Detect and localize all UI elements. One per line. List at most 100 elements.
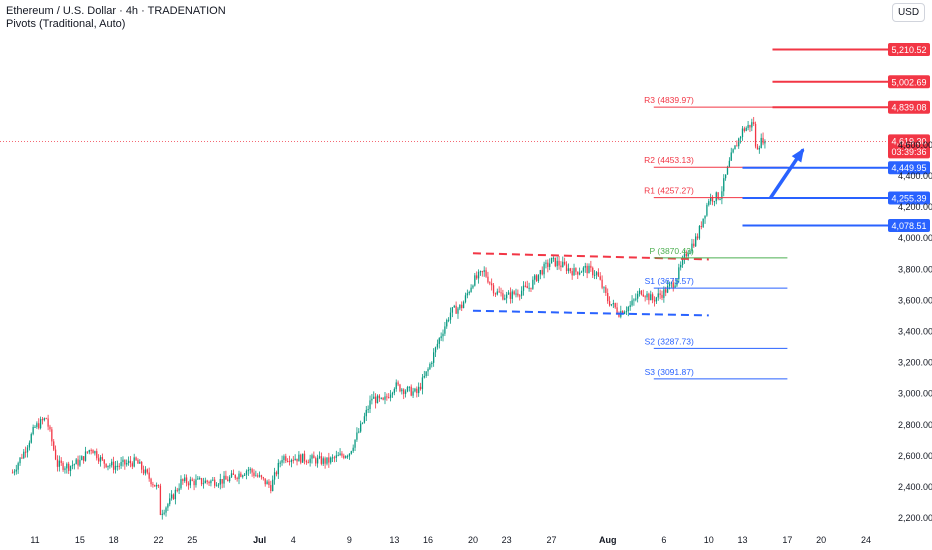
candle-body bbox=[68, 463, 70, 471]
candle-body bbox=[425, 371, 427, 376]
candle-body bbox=[666, 285, 669, 293]
candle bbox=[500, 287, 502, 297]
candle-body bbox=[230, 473, 233, 478]
candle-body bbox=[109, 465, 111, 467]
candle-body bbox=[401, 389, 403, 392]
candle-body bbox=[539, 270, 541, 275]
x-tick-label: 17 bbox=[782, 535, 792, 545]
candle-body bbox=[77, 459, 79, 466]
candle-body bbox=[380, 397, 382, 399]
candle bbox=[184, 474, 186, 483]
candle bbox=[573, 263, 575, 276]
pivot-label-s2: S2 (3287.73) bbox=[645, 336, 694, 346]
candle-body bbox=[127, 460, 130, 464]
candle-body bbox=[311, 455, 313, 459]
candle-body bbox=[436, 343, 439, 348]
candle-body bbox=[498, 291, 500, 293]
candle-body bbox=[680, 264, 682, 268]
candle-body bbox=[343, 455, 345, 458]
candle bbox=[210, 479, 212, 487]
candle-body bbox=[549, 263, 551, 267]
candle bbox=[303, 450, 306, 465]
candle-body bbox=[504, 298, 506, 300]
candle-body bbox=[374, 396, 377, 404]
candle-body bbox=[83, 456, 85, 461]
candle-body bbox=[281, 459, 283, 463]
axis-layer: 2,200.00 2,400.00 2,600.00 2,800.00 3,000.00… bbox=[30, 140, 932, 545]
candle-body bbox=[629, 305, 631, 308]
candle-body bbox=[663, 289, 665, 298]
candle bbox=[99, 455, 102, 467]
candle-body bbox=[361, 422, 364, 424]
candle-body bbox=[358, 431, 360, 433]
candle-body bbox=[565, 264, 568, 272]
candle-body bbox=[339, 453, 341, 456]
candle-body bbox=[612, 303, 614, 305]
candle-body bbox=[691, 243, 693, 252]
candle-body bbox=[588, 265, 590, 274]
candle-body bbox=[483, 270, 485, 272]
candle bbox=[262, 476, 264, 481]
candle-body bbox=[447, 319, 450, 321]
candle bbox=[189, 476, 191, 489]
candle bbox=[139, 459, 141, 464]
candle bbox=[711, 195, 714, 206]
candle bbox=[369, 395, 371, 413]
candle-body bbox=[593, 274, 596, 276]
candle-body bbox=[360, 423, 362, 432]
candle bbox=[386, 393, 388, 401]
candle bbox=[88, 449, 90, 455]
candle-body bbox=[288, 461, 291, 463]
candle bbox=[685, 250, 687, 258]
candle-body bbox=[346, 456, 349, 458]
candle-body bbox=[301, 453, 304, 463]
candle-body bbox=[397, 382, 399, 385]
candle bbox=[266, 479, 268, 485]
y-tick-label: 4,200.00 bbox=[898, 202, 932, 212]
candle bbox=[738, 137, 740, 149]
candle-body bbox=[148, 472, 150, 479]
candle bbox=[676, 278, 678, 288]
candle bbox=[118, 463, 120, 470]
candle-body bbox=[154, 484, 156, 487]
currency-button[interactable]: USD bbox=[892, 3, 925, 22]
candle-body bbox=[736, 145, 738, 147]
candle-body bbox=[751, 122, 753, 128]
candle bbox=[275, 470, 278, 477]
candle-body bbox=[217, 484, 220, 486]
candle-body bbox=[646, 293, 648, 298]
candle bbox=[661, 290, 663, 301]
candle bbox=[311, 453, 313, 464]
candle-body bbox=[476, 275, 478, 279]
candle-body bbox=[693, 243, 695, 247]
pivot-label-r1: R1 (4257.27) bbox=[644, 186, 694, 196]
candle bbox=[154, 484, 156, 487]
candle-body bbox=[657, 293, 659, 298]
candle bbox=[255, 470, 257, 477]
candle-body bbox=[522, 285, 525, 291]
candle-body bbox=[633, 299, 635, 301]
candle-body bbox=[352, 447, 354, 452]
candle bbox=[683, 249, 686, 264]
candle-body bbox=[550, 257, 553, 264]
candle bbox=[251, 467, 253, 477]
candle bbox=[54, 445, 57, 461]
candle bbox=[245, 469, 248, 480]
candle bbox=[558, 256, 560, 270]
key-level-tag bbox=[888, 75, 930, 89]
candle bbox=[148, 467, 150, 482]
candle bbox=[75, 458, 77, 465]
candle-body bbox=[711, 196, 714, 202]
candle-body bbox=[672, 282, 674, 288]
key-level-tag bbox=[888, 42, 930, 56]
candle bbox=[637, 290, 639, 303]
candle bbox=[382, 397, 384, 401]
candle bbox=[433, 348, 435, 367]
candle-body bbox=[159, 485, 162, 515]
candle bbox=[657, 288, 659, 301]
candle bbox=[416, 386, 418, 398]
candle-body bbox=[607, 293, 609, 302]
candle bbox=[333, 455, 336, 463]
candle bbox=[343, 453, 345, 460]
candle-body bbox=[15, 469, 17, 472]
